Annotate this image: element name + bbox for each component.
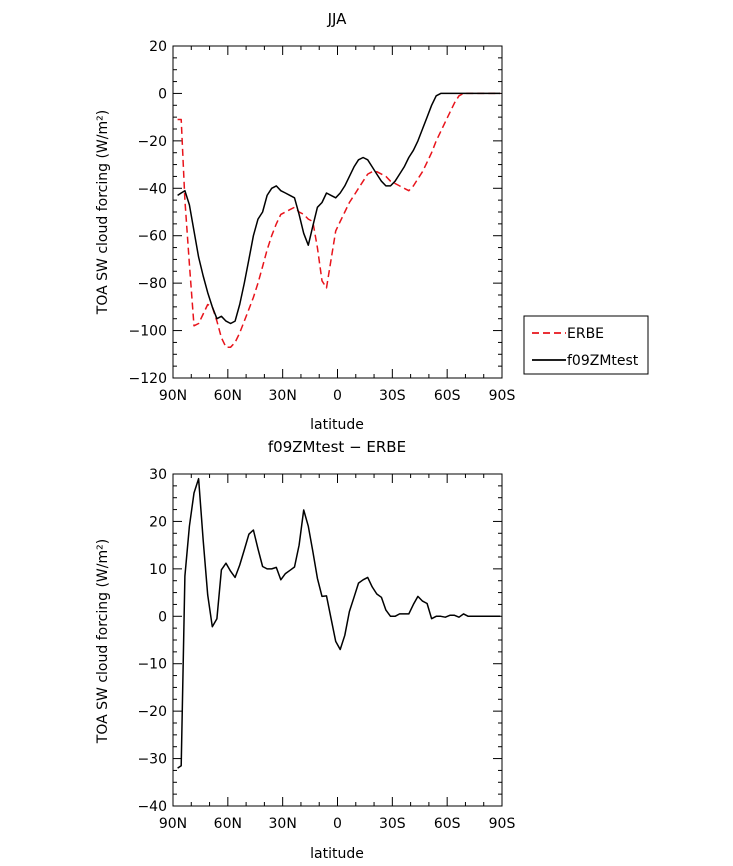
bottom-chart-plot-frame bbox=[172, 473, 503, 807]
bottom-chart-xtick-label: 90S bbox=[489, 816, 516, 832]
bottom-chart-ylabel: TOA SW cloud forcing (W/m²) bbox=[95, 539, 111, 744]
bottom-chart-xlabel: latitude bbox=[310, 846, 364, 862]
top-chart-ytick-label: −60 bbox=[137, 229, 167, 245]
top-chart-title: JJA bbox=[327, 10, 348, 28]
top-chart-ticks bbox=[172, 45, 503, 379]
bottom-chart-ytick-label: −10 bbox=[137, 657, 167, 673]
bottom-chart-ytick-label: −30 bbox=[137, 752, 167, 768]
top-chart-series bbox=[177, 92, 501, 348]
top-chart-ytick-label: −120 bbox=[129, 371, 167, 387]
top-chart-series-erbe bbox=[177, 92, 501, 348]
top-chart-ytick-label: −20 bbox=[137, 134, 167, 150]
legend-f09zmtest-label: f09ZMtest bbox=[567, 353, 639, 369]
bottom-chart-ytick-label: 30 bbox=[149, 467, 167, 483]
top-chart-panel: JJA TOA SW cloud forcing (W/m²) latitude… bbox=[95, 10, 515, 433]
bottom-chart-xtick-label: 90N bbox=[159, 816, 187, 832]
top-chart-tick-labels: 90N 60N 30N 0 30S 60S 90S 20 0 −20 −40 −60 −80 −100 −1… bbox=[129, 39, 516, 404]
bottom-chart-series-series-0 bbox=[177, 477, 501, 769]
bottom-chart-xtick-label: 60S bbox=[434, 816, 461, 832]
bottom-chart-ytick-label: 0 bbox=[158, 609, 167, 625]
bottom-chart-ytick-label: 20 bbox=[149, 514, 167, 530]
bottom-chart-xtick-label: 0 bbox=[333, 816, 342, 832]
top-chart-xtick-label: 90N bbox=[159, 388, 187, 404]
top-chart-ylabel: TOA SW cloud forcing (W/m²) bbox=[95, 110, 111, 315]
bottom-chart-xtick-label: 30S bbox=[379, 816, 406, 832]
top-chart-ytick-label: −100 bbox=[129, 324, 167, 340]
top-chart-xtick-label: 90S bbox=[489, 388, 516, 404]
top-chart-xtick-label: 0 bbox=[333, 388, 342, 404]
bottom-chart-xtick-label: 30N bbox=[269, 816, 297, 832]
top-chart-series-f09zmtest bbox=[177, 92, 501, 325]
legend: ERBE f09ZMtest bbox=[523, 315, 649, 375]
top-chart-xtick-label: 60N bbox=[214, 388, 242, 404]
top-chart-xtick-label: 30S bbox=[379, 388, 406, 404]
top-chart-ytick-label: 0 bbox=[158, 86, 167, 102]
top-chart-ytick-label: −40 bbox=[137, 181, 167, 197]
top-chart-xtick-label: 60S bbox=[434, 388, 461, 404]
top-chart-plot-frame bbox=[172, 45, 503, 379]
top-chart-ytick-label: −80 bbox=[137, 276, 167, 292]
bottom-chart-series bbox=[177, 477, 501, 769]
bottom-chart-ytick-label: 10 bbox=[149, 562, 167, 578]
bottom-chart-panel: f09ZMtest − ERBE TOA SW cloud forcing (W… bbox=[95, 438, 515, 862]
bottom-chart-ytick-label: −20 bbox=[137, 704, 167, 720]
bottom-chart-ytick-label: −40 bbox=[137, 799, 167, 815]
top-chart-xtick-label: 30N bbox=[269, 388, 297, 404]
bottom-chart-xtick-label: 60N bbox=[214, 816, 242, 832]
bottom-chart-ticks bbox=[172, 473, 503, 807]
top-chart-xlabel: latitude bbox=[310, 417, 364, 433]
legend-erbe-label: ERBE bbox=[567, 326, 604, 342]
top-chart-ytick-label: 20 bbox=[149, 39, 167, 55]
bottom-chart-title: f09ZMtest − ERBE bbox=[268, 438, 406, 456]
legend-box bbox=[523, 315, 649, 375]
bottom-chart-tick-labels: 90N 60N 30N 0 30S 60S 90S 30 20 10 0 −10 −20 −30 −40 bbox=[137, 467, 515, 832]
